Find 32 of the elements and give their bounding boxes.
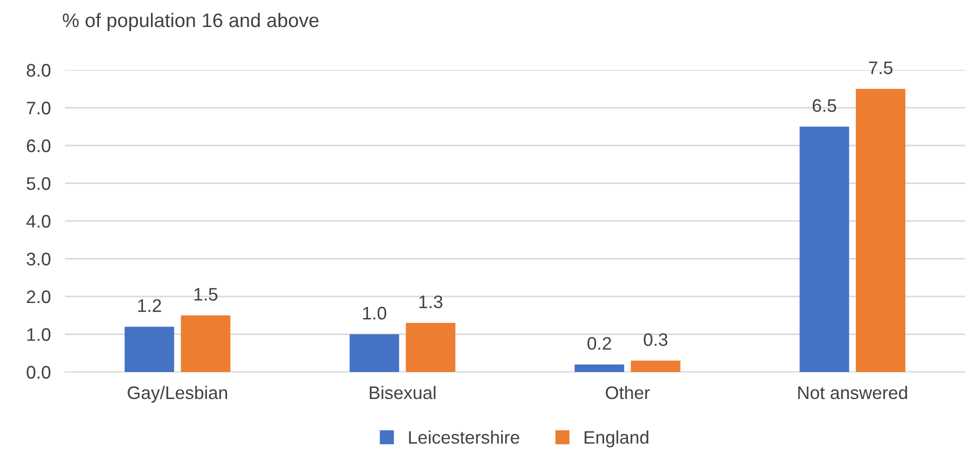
x-tick-label: Gay/Lesbian <box>128 386 228 403</box>
x-tick-label: Bisexual <box>370 386 436 400</box>
bar <box>574 364 624 372</box>
y-tick-label: 8.0 <box>26 64 50 77</box>
data-label: 0.2 <box>588 336 612 350</box>
y-tick-label: 4.0 <box>26 214 50 228</box>
x-tick-label: Other <box>606 386 650 400</box>
bar <box>124 326 174 372</box>
bar <box>800 126 850 372</box>
data-label: 6.5 <box>812 99 836 112</box>
y-tick-label: 3.0 <box>26 252 50 266</box>
data-label: 1.3 <box>419 295 442 308</box>
y-tick-label: 7.0 <box>26 102 50 114</box>
data-label: 1.2 <box>138 299 162 312</box>
data-label: 7.5 <box>869 62 892 74</box>
bar <box>180 315 230 372</box>
y-tick-label: 1.0 <box>27 328 50 341</box>
x-tick-label: Not answered <box>798 386 908 400</box>
data-label: 1.0 <box>363 306 386 320</box>
y-tick-label: 6.0 <box>26 139 50 152</box>
y-tick-label: 2.0 <box>26 290 50 304</box>
y-axis-title: % of population 16 and above <box>62 12 319 32</box>
legend-label: Leicestershire <box>409 430 520 444</box>
y-tick-label: 0.0 <box>26 366 50 379</box>
bar <box>630 360 680 372</box>
data-label: 1.5 <box>194 288 218 301</box>
legend-label: England <box>584 430 648 448</box>
bar <box>856 88 906 372</box>
bar <box>350 334 400 372</box>
bar <box>406 322 456 372</box>
y-tick-label: 5.0 <box>26 177 50 190</box>
data-label: 0.3 <box>644 333 668 346</box>
